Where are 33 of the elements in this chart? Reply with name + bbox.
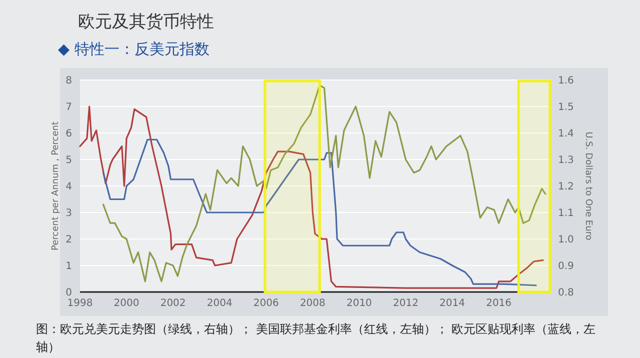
y2-tick-label: 1.2	[558, 182, 574, 192]
x-tick-label: 2016	[486, 298, 512, 309]
y-tick-label: 5	[66, 155, 72, 166]
y2-tick-label: 1.3	[558, 155, 574, 166]
chart-subtitle: ◆ 特性一：反美元指数	[58, 40, 210, 59]
chart-title: 欧元及其货币特性	[78, 11, 214, 33]
x-tick-label: 1998	[67, 298, 93, 309]
x-tick-label: 2014	[440, 298, 466, 309]
y2-tick-label: 1.6	[558, 76, 574, 86]
x-tick-label: 2002	[160, 298, 186, 309]
y-tick-label: 8	[66, 76, 72, 86]
x-tick-label: 2000	[114, 298, 140, 309]
y2-tick-label: 1.0	[558, 234, 574, 246]
y-tick-label: 7	[66, 102, 72, 113]
y2-tick-label: 0.9	[558, 261, 574, 272]
x-tick-label: 2012	[393, 298, 418, 309]
y-tick-label: 4	[66, 182, 72, 192]
x-tick-label: 2006	[253, 298, 279, 309]
y-tick-label: 0	[66, 288, 72, 298]
y-tick-label: 1	[66, 261, 72, 272]
y-axis-title: Percent per Annum , Percent	[51, 121, 61, 251]
x-tick-label: 2004	[206, 298, 232, 309]
text: 图：欧元兑美元走势图（绿线，右轴）； 美国联邦基金利率（红线，左轴）； 欧元区贴现利率（蓝线，左轴）	[36, 321, 597, 356]
y2-tick-label: 1.4	[558, 128, 574, 140]
y2-tick-label: 1.1	[558, 208, 574, 219]
y2-tick-label: 0.8	[558, 288, 574, 298]
x-tick-label: 2008	[300, 298, 326, 309]
y-tick-label: 2	[66, 234, 72, 246]
y2-axis-title: U.S. Dollars to One Euro	[583, 132, 593, 241]
y-tick-label: 3	[66, 208, 72, 219]
y2-tick-label: 1.5	[558, 102, 574, 113]
x-tick-label: 2010	[346, 298, 372, 309]
y-tick-label: 6	[66, 128, 72, 140]
